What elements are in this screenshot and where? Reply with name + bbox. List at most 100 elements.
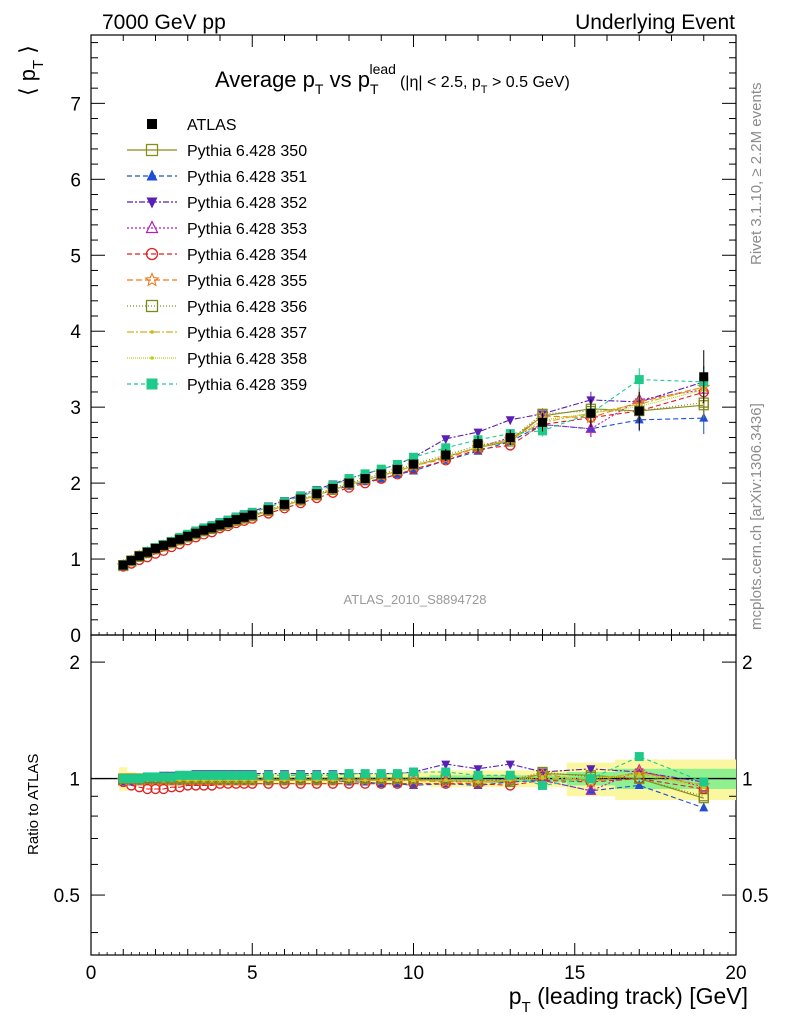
y-tick-label-ratio-right: 1: [742, 770, 753, 791]
x-tick-label: 0: [86, 963, 97, 984]
data-point: [473, 439, 483, 449]
data-point: [328, 483, 338, 493]
series-ratio-point: [585, 783, 597, 795]
series-ratio-point: [476, 780, 480, 784]
series-ratio-line-5: [123, 778, 704, 790]
data-point: [505, 433, 515, 443]
series-ratio-point: [473, 770, 483, 780]
header-right: Underlying Event: [575, 11, 735, 34]
side-label-mcplots: mcplots.cern.ch [arXiv:1306.3436]: [748, 403, 765, 630]
series-ratio-point: [634, 779, 644, 789]
series-ratio-point: [441, 760, 451, 770]
header-left: 7000 GeV pp: [102, 11, 226, 34]
legend-marker-atlas: [147, 119, 157, 129]
data-point: [376, 469, 386, 479]
series-ratio-point: [158, 783, 169, 795]
x-tick-label: 15: [564, 963, 585, 984]
y-tick-label-ratio: 2: [69, 653, 80, 674]
series-ratio-point: [239, 770, 249, 780]
series-ratio-point: [540, 775, 545, 779]
y-axis-label-main: ⟨ pT ⟩: [15, 45, 47, 96]
data-point: [134, 551, 144, 561]
data-point: [215, 520, 225, 530]
data-point: [409, 459, 418, 469]
legend-label: Pythia 6.428 359: [187, 377, 307, 394]
y-tick-label-ratio-right: 0.5: [742, 886, 768, 907]
legend-marker: [146, 378, 158, 390]
series-line-4: [123, 389, 704, 567]
series-ratio-line-6: [123, 771, 704, 786]
series-ratio-point: [118, 774, 128, 784]
legend: ATLAS Pythia 6.428 350 Pythia 6.428 351 Pyt…: [127, 117, 307, 394]
analysis-tag: ATLAS_2010_S8894728: [344, 592, 487, 607]
data-point: [151, 543, 160, 553]
legend-marker: [145, 143, 159, 157]
y-tick-label-main: 4: [70, 322, 81, 343]
y-tick-label-main: 2: [70, 474, 81, 495]
series-ratio-point: [637, 773, 642, 778]
x-axis-label: pT (leading track) [GeV]: [509, 983, 748, 1016]
y-tick-label-main: 1: [70, 550, 81, 571]
legend-marker: [150, 356, 154, 360]
series-ratio-point: [207, 770, 217, 780]
series-ratio-point: [280, 770, 289, 780]
series-ratio-point: [312, 770, 322, 780]
data-point: [223, 518, 233, 528]
series-ratio-point: [538, 768, 547, 778]
data-point: [392, 464, 402, 474]
data-point: [247, 510, 257, 520]
legend-label: Pythia 6.428 351: [187, 169, 307, 186]
data-point: [360, 474, 370, 484]
y-tick-label-main: 6: [70, 170, 81, 191]
axes-ticks: 0 5 10 15 20 0 1 2 3 4 5 6 7 0.5 0.5 1 1 2 2: [54, 35, 768, 984]
data-point: [231, 515, 241, 525]
series-ratio-point: [134, 774, 144, 784]
series-ratio-point: [231, 770, 241, 780]
series-ratio-point: [473, 765, 483, 775]
x-tick-label: 10: [403, 963, 424, 984]
data-point: [344, 478, 354, 488]
series-ratio-point: [698, 791, 709, 802]
series-ratio-point: [409, 779, 418, 789]
series-line-9: [123, 389, 704, 567]
data-point: [312, 489, 322, 499]
y-axis-label-ratio: Ratio to ATLAS: [25, 754, 42, 855]
svg-text:⟨ pT ⟩: ⟨ pT ⟩: [15, 45, 47, 96]
series-ratio-point: [505, 760, 515, 770]
series-ratio-point: [699, 777, 709, 787]
y-tick-label-main: 3: [70, 398, 81, 419]
data-point: [126, 556, 136, 566]
side-label-rivet: Rivet 3.1.10, ≥ 2.2M events: [748, 83, 765, 266]
series-point: [473, 428, 483, 438]
series-ratio-point: [363, 778, 367, 783]
series-ratio-point: [472, 775, 484, 787]
series-ratio-point: [347, 778, 351, 783]
y-tick-label-main: 0: [70, 626, 81, 647]
ratio-plot-area: [91, 752, 736, 812]
legend-marker: [146, 169, 158, 181]
series-ratio-point: [142, 783, 153, 795]
series-ratio-point: [199, 770, 209, 780]
series-ratio-point: [215, 770, 225, 780]
data-point: [183, 531, 193, 541]
data-point: [296, 494, 306, 504]
legend-label: Pythia 6.428 350: [187, 143, 307, 160]
series-line-2: [123, 417, 704, 567]
series-ratio-point: [223, 770, 233, 780]
legend-marker: [145, 220, 159, 234]
data-point: [159, 540, 169, 550]
legend-label: Pythia 6.428 356: [187, 299, 307, 316]
series-ratio-point: [247, 770, 257, 780]
data-point: [207, 523, 217, 533]
series-ratio-point: [142, 772, 152, 782]
series-ratio-point: [376, 769, 386, 779]
legend-label: ATLAS: [187, 117, 237, 134]
series-ratio-point: [411, 778, 416, 783]
series-line-7: [123, 402, 704, 566]
series-ratio-point: [328, 770, 338, 780]
legend-marker: [146, 197, 158, 209]
series-ratio-point: [586, 785, 596, 795]
data-point: [441, 450, 451, 460]
series-ratio-point: [538, 780, 547, 790]
